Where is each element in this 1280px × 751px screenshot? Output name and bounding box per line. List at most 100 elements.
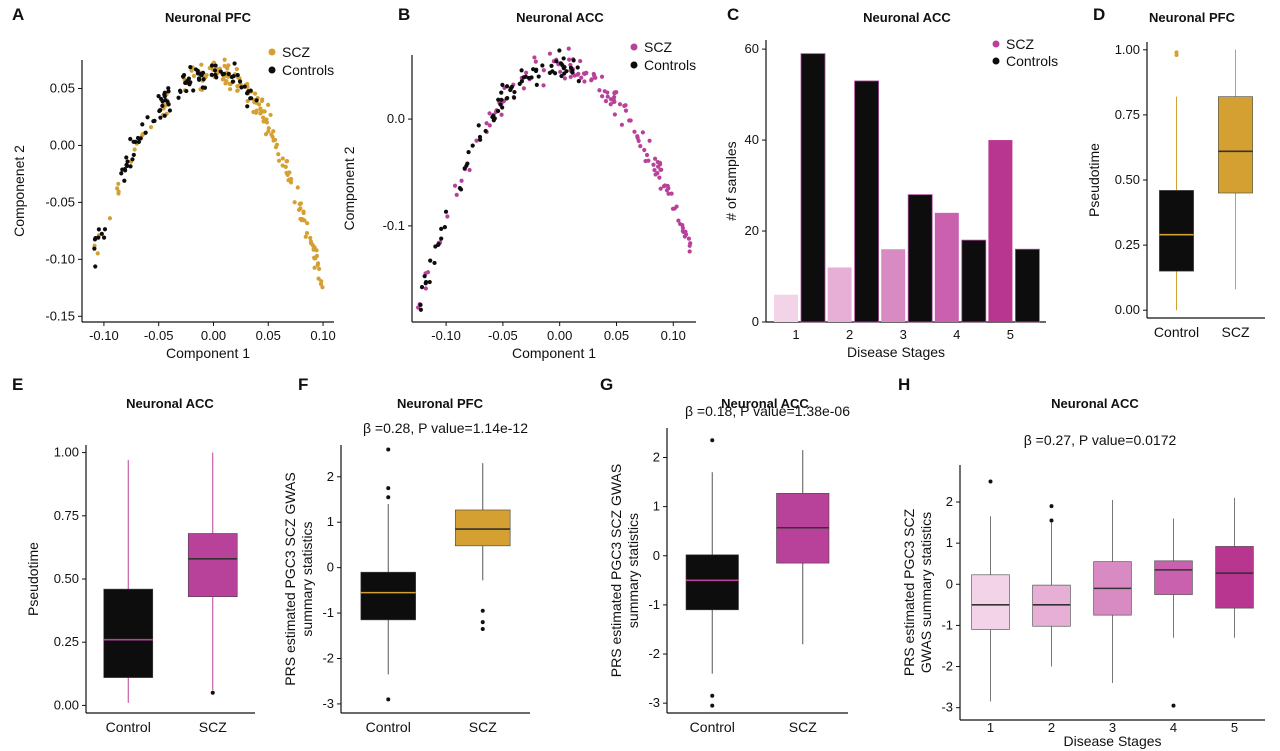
data-point-scz	[635, 134, 640, 139]
data-point-controls	[549, 63, 554, 68]
data-point-controls	[561, 56, 566, 61]
box-2	[1032, 584, 1071, 627]
data-point-controls	[226, 71, 231, 77]
data-point-scz	[298, 201, 304, 206]
data-point-controls	[500, 105, 505, 110]
data-point-scz	[234, 67, 239, 72]
data-point-scz	[237, 76, 242, 81]
data-point-scz	[593, 75, 598, 80]
data-point-scz	[261, 119, 266, 124]
data-point-scz	[258, 110, 263, 116]
data-point-scz	[452, 183, 458, 188]
y-tick-label: 0.50	[54, 571, 79, 586]
y-tick-label: 0.75	[54, 508, 79, 523]
data-point-controls	[135, 135, 141, 141]
stats-annotation: β =0.27, P value=0.0172	[1024, 432, 1177, 448]
legend-label-controls: Controls	[282, 62, 334, 78]
x-tick-label: Control	[366, 719, 411, 735]
data-point-controls	[186, 76, 192, 81]
data-point-scz	[222, 57, 227, 62]
data-point-scz	[632, 129, 637, 134]
bar-control-stage-5	[1015, 248, 1040, 323]
data-point-scz	[287, 170, 292, 175]
data-point-scz	[300, 217, 305, 222]
data-point-scz	[589, 78, 594, 83]
outlier-point	[710, 703, 715, 708]
data-point-scz	[116, 181, 121, 186]
legend-label-scz: SCZ	[644, 39, 672, 55]
data-point-controls	[212, 68, 218, 73]
data-point-scz	[567, 57, 572, 62]
data-point-controls	[128, 136, 133, 142]
x-tick-label: SCZ	[789, 719, 817, 735]
data-point-controls	[176, 95, 181, 100]
data-point-scz	[688, 241, 693, 246]
data-point-controls	[418, 307, 424, 312]
data-point-controls	[568, 65, 574, 70]
data-point-controls	[99, 231, 104, 236]
data-point-scz	[659, 167, 664, 172]
data-point-scz	[597, 88, 602, 93]
data-point-controls	[167, 108, 173, 113]
data-point-scz	[612, 112, 617, 117]
y-tick-label: 0	[752, 314, 759, 329]
data-point-scz	[617, 102, 623, 107]
data-point-controls	[504, 84, 510, 89]
y-tick-label: 0	[653, 548, 660, 563]
data-point-controls	[476, 123, 481, 128]
y-tick-label: -2	[941, 659, 953, 674]
y-tick-label: 0.00	[1115, 302, 1140, 317]
data-point-scz	[619, 122, 624, 127]
data-point-scz	[283, 164, 288, 169]
data-point-controls	[159, 96, 164, 102]
data-point-scz	[303, 234, 308, 239]
data-point-scz	[644, 152, 650, 158]
outlier-point	[210, 690, 215, 695]
data-point-controls	[237, 79, 243, 84]
y-tick-label: 0.00	[54, 697, 79, 712]
data-point-scz	[666, 191, 671, 196]
y-axis-label: Component 2	[341, 146, 357, 230]
x-tick-label: -0.05	[488, 328, 518, 343]
y-tick-label: 0.75	[1115, 107, 1140, 122]
x-tick-label: 0.00	[201, 328, 226, 343]
data-point-scz	[252, 91, 258, 96]
data-point-controls	[536, 74, 541, 79]
box-scz	[1218, 96, 1253, 194]
data-point-scz	[301, 209, 306, 214]
data-point-controls	[439, 226, 444, 232]
legend-marker-scz	[992, 40, 1000, 48]
data-point-controls	[558, 61, 563, 66]
data-point-controls	[131, 152, 136, 158]
box-control	[360, 571, 416, 621]
y-tick-label: -0.15	[45, 308, 75, 323]
data-point-scz	[487, 111, 492, 116]
data-point-controls	[165, 99, 170, 105]
data-point-controls	[505, 96, 510, 101]
data-point-controls	[125, 159, 130, 164]
panel-label-e: E	[12, 375, 23, 394]
y-tick-label: -2	[648, 646, 660, 661]
data-point-scz	[613, 90, 618, 95]
outlier-point	[386, 697, 391, 702]
data-point-controls	[246, 89, 251, 94]
panel-label-h: H	[898, 375, 910, 394]
y-tick-label: 0.25	[54, 634, 79, 649]
y-tick-label: 60	[745, 41, 759, 56]
x-tick-label: 0.10	[310, 328, 335, 343]
data-point-controls	[418, 302, 423, 307]
data-point-controls	[439, 236, 444, 241]
data-point-controls	[559, 73, 564, 79]
data-point-controls	[209, 63, 215, 68]
data-point-controls	[428, 258, 433, 263]
data-point-scz	[541, 83, 546, 88]
data-point-controls	[519, 79, 525, 84]
data-point-scz	[132, 147, 137, 152]
data-point-controls	[511, 95, 517, 100]
box-control	[685, 554, 739, 611]
x-tick-label: -0.10	[89, 328, 119, 343]
panel-title-d: Neuronal PFC	[1149, 10, 1236, 25]
data-point-controls	[124, 155, 129, 160]
y-tick-label: -3	[322, 696, 334, 711]
data-point-scz	[669, 191, 674, 196]
